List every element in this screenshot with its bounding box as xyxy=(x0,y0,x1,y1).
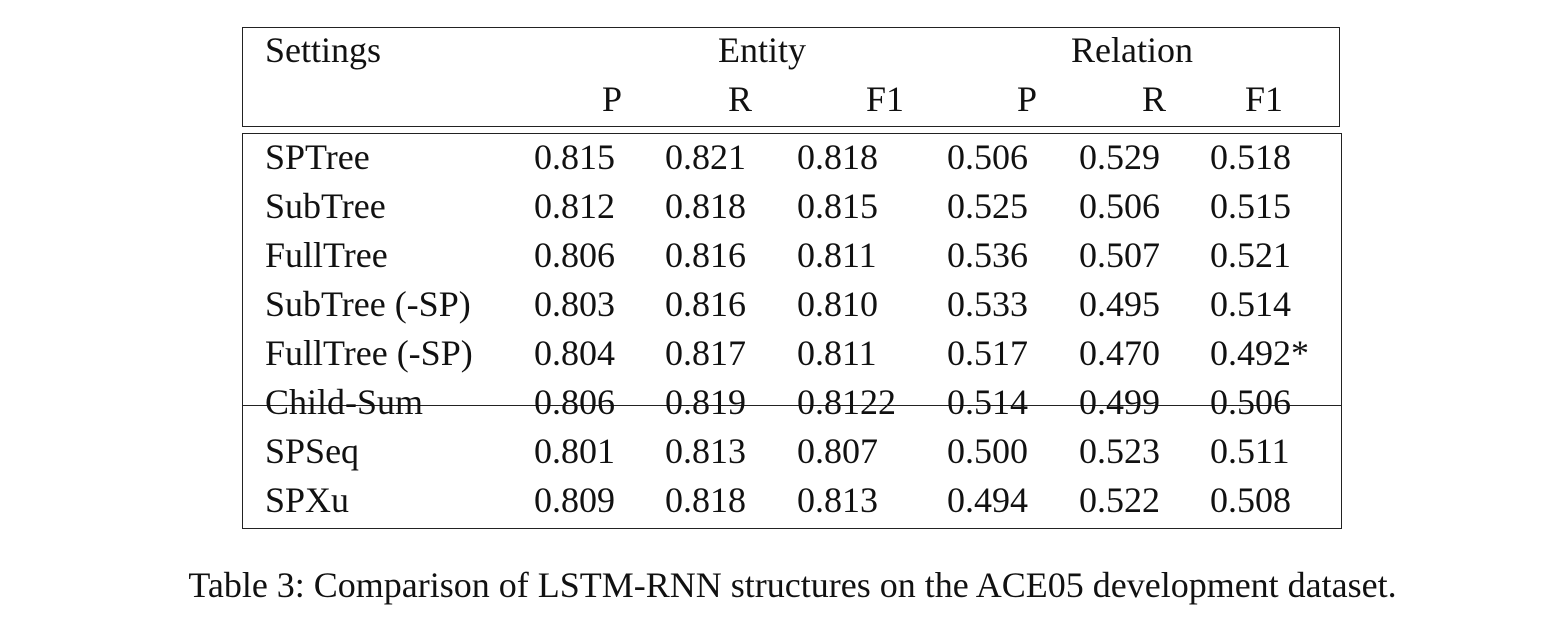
cell-entity-f1: 0.813 xyxy=(797,480,878,520)
cell-relation-r: 0.507 xyxy=(1079,235,1160,275)
cell-entity-p: 0.804 xyxy=(534,333,615,373)
subheader-entity-p: P xyxy=(601,79,622,119)
cell-entity-p: 0.806 xyxy=(534,382,615,422)
cell-relation-p: 0.500 xyxy=(947,431,1028,471)
cell-entity-p: 0.803 xyxy=(534,284,615,324)
cell-relation-f1: 0.492* xyxy=(1210,333,1309,373)
cell-relation-f1: 0.514 xyxy=(1210,284,1291,324)
row-setting-name: Child-Sum xyxy=(265,382,424,422)
cell-relation-r: 0.470 xyxy=(1079,333,1160,373)
group-divider xyxy=(242,405,1342,406)
table-body-box xyxy=(242,133,1342,529)
cell-entity-p: 0.806 xyxy=(534,235,615,275)
cell-relation-f1: 0.521 xyxy=(1210,235,1291,275)
cell-entity-f1: 0.815 xyxy=(797,186,878,226)
cell-entity-f1: 0.810 xyxy=(797,284,878,324)
cell-entity-r: 0.816 xyxy=(665,284,746,324)
header-entity: Entity xyxy=(718,30,806,70)
cell-relation-f1: 0.515 xyxy=(1210,186,1291,226)
subheader-entity-f1: F1 xyxy=(865,79,904,119)
cell-entity-r: 0.813 xyxy=(665,431,746,471)
cell-relation-p: 0.514 xyxy=(947,382,1028,422)
row-setting-name: SPTree xyxy=(265,137,370,177)
row-setting-name: FullTree (-SP) xyxy=(265,333,473,373)
cell-entity-f1: 0.807 xyxy=(797,431,878,471)
row-setting-name: SPSeq xyxy=(265,431,360,471)
cell-relation-r: 0.529 xyxy=(1079,137,1160,177)
cell-relation-p: 0.525 xyxy=(947,186,1028,226)
row-setting-name: SubTree (-SP) xyxy=(265,284,471,324)
cell-entity-f1: 0.811 xyxy=(797,333,877,373)
table-caption: Table 3: Comparison of LSTM-RNN structur… xyxy=(188,565,1397,605)
row-setting-name: SPXu xyxy=(265,480,350,520)
results-table: Settings Entity Relation P R F1 P R F1 S… xyxy=(242,27,1342,529)
cell-entity-r: 0.818 xyxy=(665,186,746,226)
cell-relation-p: 0.506 xyxy=(947,137,1028,177)
cell-relation-f1: 0.506 xyxy=(1210,382,1291,422)
cell-relation-p: 0.533 xyxy=(947,284,1028,324)
cell-relation-f1: 0.511 xyxy=(1210,431,1290,471)
cell-entity-r: 0.816 xyxy=(665,235,746,275)
cell-entity-p: 0.815 xyxy=(534,137,615,177)
subheader-relation-r: R xyxy=(1141,79,1166,119)
cell-entity-r: 0.819 xyxy=(665,382,746,422)
cell-entity-p: 0.801 xyxy=(534,431,615,471)
cell-relation-p: 0.494 xyxy=(947,480,1028,520)
table-header-box xyxy=(242,27,1340,127)
row-setting-name: FullTree xyxy=(265,235,388,275)
header-settings: Settings xyxy=(265,30,382,70)
cell-entity-f1: 0.8122 xyxy=(797,382,896,422)
cell-relation-p: 0.536 xyxy=(947,235,1028,275)
cell-entity-f1: 0.818 xyxy=(797,137,878,177)
cell-relation-r: 0.499 xyxy=(1079,382,1160,422)
subheader-relation-p: P xyxy=(1016,79,1037,119)
header-relation: Relation xyxy=(1071,30,1193,70)
cell-entity-p: 0.809 xyxy=(534,480,615,520)
cell-entity-r: 0.821 xyxy=(665,137,746,177)
subheader-relation-f1: F1 xyxy=(1244,79,1283,119)
cell-relation-p: 0.517 xyxy=(947,333,1028,373)
cell-relation-f1: 0.518 xyxy=(1210,137,1291,177)
cell-entity-r: 0.817 xyxy=(665,333,746,373)
cell-relation-r: 0.495 xyxy=(1079,284,1160,324)
row-setting-name: SubTree xyxy=(265,186,386,226)
cell-entity-r: 0.818 xyxy=(665,480,746,520)
cell-relation-r: 0.522 xyxy=(1079,480,1160,520)
cell-entity-p: 0.812 xyxy=(534,186,615,226)
cell-relation-r: 0.523 xyxy=(1079,431,1160,471)
cell-entity-f1: 0.811 xyxy=(797,235,877,275)
cell-relation-r: 0.506 xyxy=(1079,186,1160,226)
cell-relation-f1: 0.508 xyxy=(1210,480,1291,520)
subheader-entity-r: R xyxy=(727,79,752,119)
